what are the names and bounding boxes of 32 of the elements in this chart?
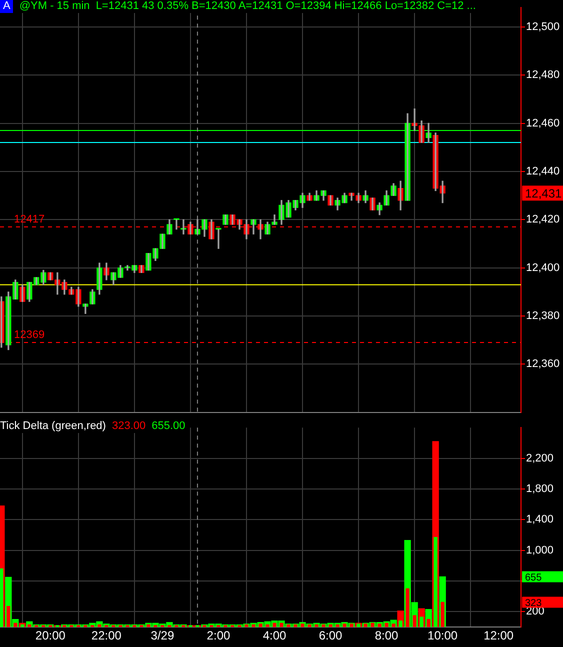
chart-title: Tick Delta (green,red) [0, 420, 106, 433]
text: 655 [525, 572, 542, 584]
y-tick-label: 12,360 [526, 358, 560, 370]
y-tick-label: 12,380 [526, 310, 560, 322]
text: 323 [525, 598, 542, 609]
x-tick-label: 22:00 [91, 628, 122, 643]
y-tick-label: 12,440 [526, 165, 560, 178]
y-tick-label: 1,400 [526, 514, 554, 526]
annotation: A [0, 0, 14, 13]
y-tick-label: 12,500 [526, 20, 560, 33]
ref-line-label: 12417 [14, 213, 45, 226]
y-tick-label: 12,480 [526, 69, 560, 82]
annotation: 655.00 [152, 420, 186, 433]
y-tick-label: 12,420 [526, 214, 560, 226]
ref-line-label: 12369 [14, 329, 45, 342]
x-tick-label: 10:00 [428, 628, 458, 643]
x-tick-label: 2:00 [206, 628, 230, 643]
y-tick-label: 2,200 [526, 452, 554, 464]
x-tick-label: 8:00 [374, 628, 399, 643]
y-tick-label: 12,400 [526, 262, 560, 274]
x-tick-label: 3/29 [150, 628, 174, 643]
chart-title: @YM - 15 min [19, 0, 90, 13]
y-tick-label: 1,800 [526, 482, 554, 495]
annotation: 323.00 [112, 420, 146, 433]
x-tick-label: 12:00 [484, 628, 514, 643]
text: 12,431 [525, 186, 562, 200]
y-tick-label: 1,000 [526, 544, 554, 556]
x-tick-label: 6:00 [318, 628, 343, 643]
x-tick-label: 20:00 [35, 628, 66, 643]
x-tick-label: 4:00 [262, 628, 287, 643]
y-tick-label: 12,460 [526, 117, 560, 130]
chart-subtitle: L=12431 43 0.35% B=12430 A=12431 O=12394 Hi=12466 Lo=12382 C=12 ... [96, 0, 476, 13]
